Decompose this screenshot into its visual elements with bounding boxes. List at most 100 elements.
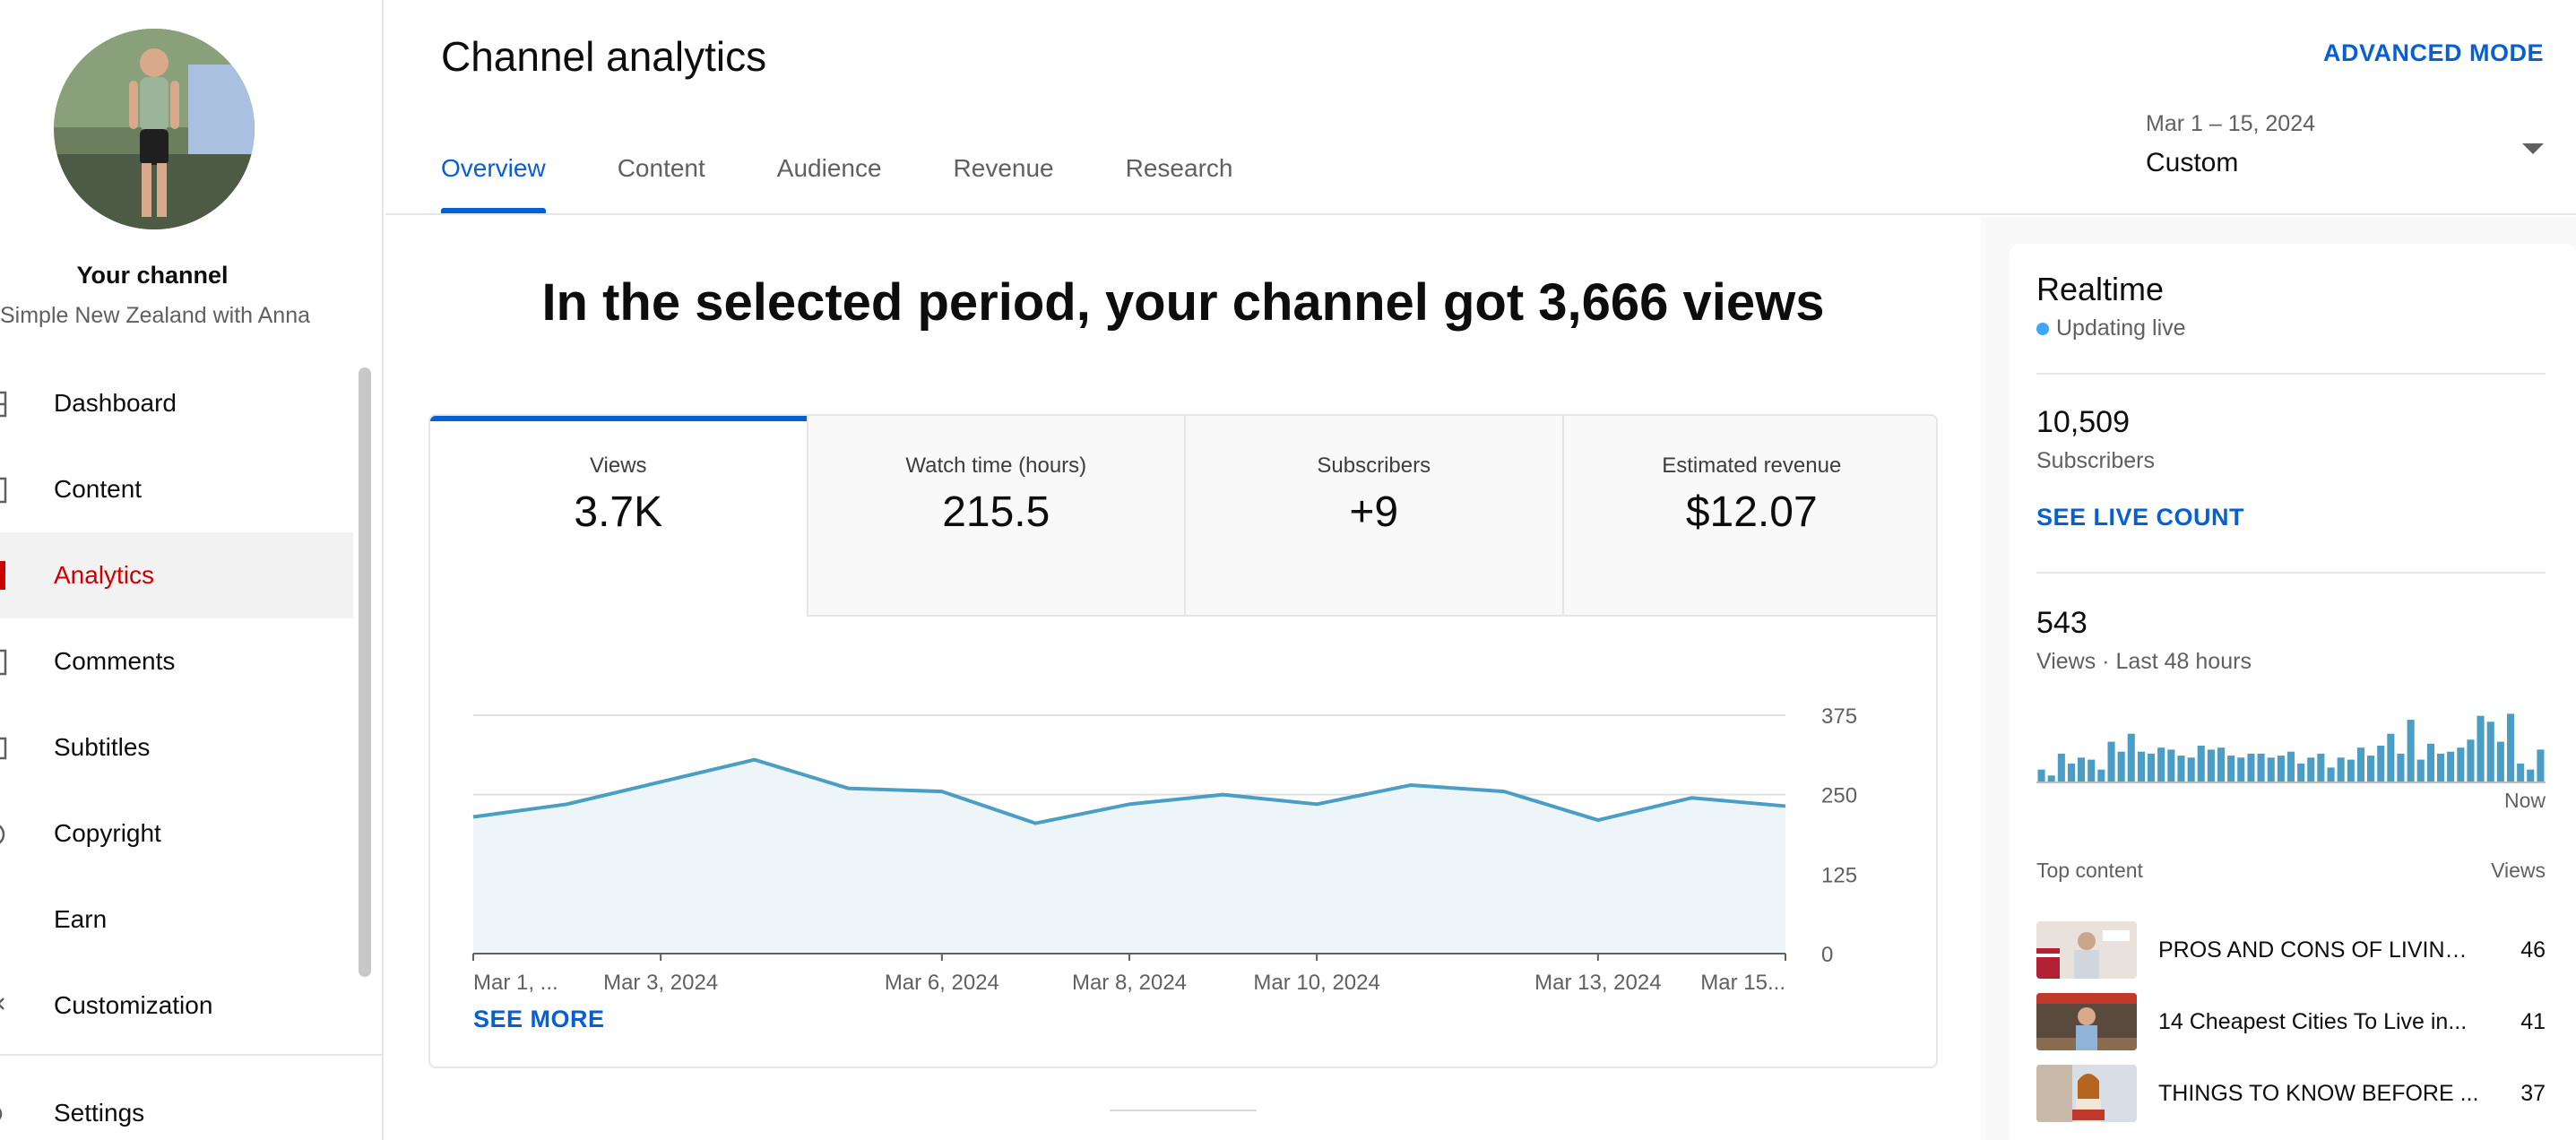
views-line (472, 757, 1786, 825)
top-content-label: Top content (2036, 859, 2143, 882)
metric-value: 215.5 (942, 488, 1050, 536)
y-tick-label: 125 (1821, 863, 1857, 887)
sidebar-item-customization[interactable]: Customization (0, 963, 353, 1049)
analytics-tabs: Overview Content Audience Revenue Resear… (441, 154, 1304, 213)
sidebar-item-label: Analytics (54, 561, 155, 589)
tab-label: Overview (441, 154, 546, 182)
content-icon (0, 477, 7, 504)
realtime-bar (2387, 733, 2395, 782)
realtime-bar (2356, 747, 2364, 782)
date-range-selector[interactable]: Mar 1 – 15, 2024 Custom (2146, 111, 2549, 192)
top-content-views: 41 (2520, 1009, 2546, 1034)
views-column-label: Views (2491, 859, 2546, 882)
sidebar: Your channel Simple New Zealand with Ann… (0, 0, 384, 1140)
realtime-bar (2088, 759, 2096, 782)
realtime-title: Realtime (2036, 271, 2165, 307)
top-content-row[interactable]: PROS AND CONS OF LIVING ... 46 (2036, 921, 2546, 980)
metric-tab-revenue[interactable]: Estimated revenue $12.07 (1563, 416, 1936, 617)
sidebar-item-label: Comments (54, 647, 176, 675)
metric-tab-subscribers[interactable]: Subscribers +9 (1186, 416, 1564, 617)
sidebar-item-label: Copyright (54, 819, 161, 847)
realtime-bar (2157, 747, 2165, 782)
tab-content[interactable]: Content (618, 154, 705, 213)
realtime-bar (2437, 753, 2445, 782)
customization-icon (0, 998, 4, 1010)
advanced-mode-button[interactable]: ADVANCED MODE (2322, 39, 2544, 66)
realtime-bar (2267, 757, 2275, 782)
realtime-bar (2148, 753, 2156, 782)
realtime-bar (2217, 747, 2226, 782)
sidebar-item-analytics[interactable]: Analytics (0, 532, 353, 618)
realtime-card: Realtime Updating live 10,509 Subscriber… (2010, 244, 2576, 1140)
realtime-now-label: Now (2503, 789, 2546, 812)
realtime-bar (2537, 749, 2545, 782)
active-indicator (0, 561, 5, 590)
sidebar-scrollbar[interactable] (359, 367, 371, 977)
sidebar-item-label: Subtitles (54, 733, 151, 761)
sidebar-item-content[interactable]: Content (0, 446, 353, 532)
channel-avatar[interactable] (54, 29, 255, 229)
channel-title: Your channel (76, 262, 229, 289)
page-header: Channel analytics ADVANCED MODE Overview… (385, 0, 2576, 215)
live-status-label: Updating live (2056, 315, 2186, 341)
video-thumbnail (2036, 921, 2137, 979)
realtime-subscribers-value: 10,509 (2036, 405, 2130, 439)
realtime-bar (2377, 746, 2385, 782)
realtime-bar (2257, 753, 2265, 782)
tab-audience[interactable]: Audience (777, 154, 882, 213)
metric-tab-watch-time[interactable]: Watch time (hours) 215.5 (808, 416, 1186, 617)
sidebar-item-dashboard[interactable]: Dashboard (0, 360, 353, 446)
tab-active-underline (441, 208, 546, 213)
sidebar-item-comments[interactable]: Comments (0, 618, 353, 704)
realtime-bar (2407, 720, 2415, 782)
tab-overview[interactable]: Overview (441, 154, 546, 213)
top-content-title: THINGS TO KNOW BEFORE ... (2158, 1081, 2479, 1106)
realtime-live-status: Updating live (2036, 315, 2186, 341)
realtime-bar (2177, 756, 2185, 782)
top-content-row[interactable]: 14 Cheapest Cities To Live in... 41 (2036, 993, 2546, 1052)
tab-revenue[interactable]: Revenue (954, 154, 1054, 213)
tab-label: Content (617, 154, 705, 182)
realtime-bar (2327, 767, 2335, 782)
realtime-bar (2337, 757, 2345, 782)
realtime-bar (2486, 721, 2494, 782)
realtime-bar (2277, 756, 2285, 782)
chevron-down-icon (2522, 143, 2544, 154)
sidebar-item-label: Settings (54, 1099, 145, 1127)
tab-research[interactable]: Research (1126, 154, 1233, 213)
realtime-subscribers-label: Subscribers (2036, 448, 2155, 473)
realtime-bar (2286, 751, 2295, 782)
realtime-bar (2347, 759, 2355, 782)
date-range-caption: Mar 1 – 15, 2024 (2146, 111, 2316, 136)
metrics-card: Views 3.7K Watch time (hours) 215.5 Subs… (428, 414, 1938, 1068)
metric-active-bar (430, 416, 807, 421)
realtime-bar (2067, 764, 2075, 782)
top-content-row[interactable]: THINGS TO KNOW BEFORE ... 37 (2036, 1065, 2546, 1124)
sidebar-item-subtitles[interactable]: Subtitles (0, 704, 353, 790)
date-range-value: Custom (2146, 148, 2239, 177)
overview-main: In the selected period, your channel got… (385, 217, 1981, 1140)
x-tick-label: Mar 10, 2024 (1253, 971, 1379, 993)
sidebar-item-copyright[interactable]: Copyright (0, 790, 353, 877)
realtime-bar (2057, 753, 2065, 782)
see-live-count-button[interactable]: SEE LIVE COUNT (2036, 504, 2245, 531)
sidebar-item-settings[interactable]: Settings (0, 1070, 353, 1140)
realtime-bar (2037, 769, 2045, 782)
sidebar-item-label: Content (54, 475, 143, 503)
realtime-bar (2297, 764, 2305, 782)
realtime-bar (2527, 769, 2535, 782)
period-headline: In the selected period, your channel got… (541, 273, 1825, 332)
metric-value: 3.7K (574, 488, 663, 536)
views-area (473, 759, 1785, 954)
scroll-handle (1110, 1110, 1257, 1111)
realtime-views-label: Views · Last 48 hours (2036, 649, 2252, 674)
realtime-bar (2137, 751, 2145, 782)
top-content-views: 37 (2520, 1081, 2546, 1106)
see-more-button[interactable]: SEE MORE (473, 1006, 605, 1032)
metric-tab-views[interactable]: Views 3.7K (430, 416, 808, 617)
sidebar-item-earn[interactable]: Earn (0, 877, 353, 963)
metric-label: Views (589, 453, 647, 478)
realtime-bar (2117, 751, 2125, 782)
x-tick-label: Mar 13, 2024 (1534, 971, 1661, 993)
top-content-title: PROS AND CONS OF LIVING ... (2158, 937, 2481, 963)
